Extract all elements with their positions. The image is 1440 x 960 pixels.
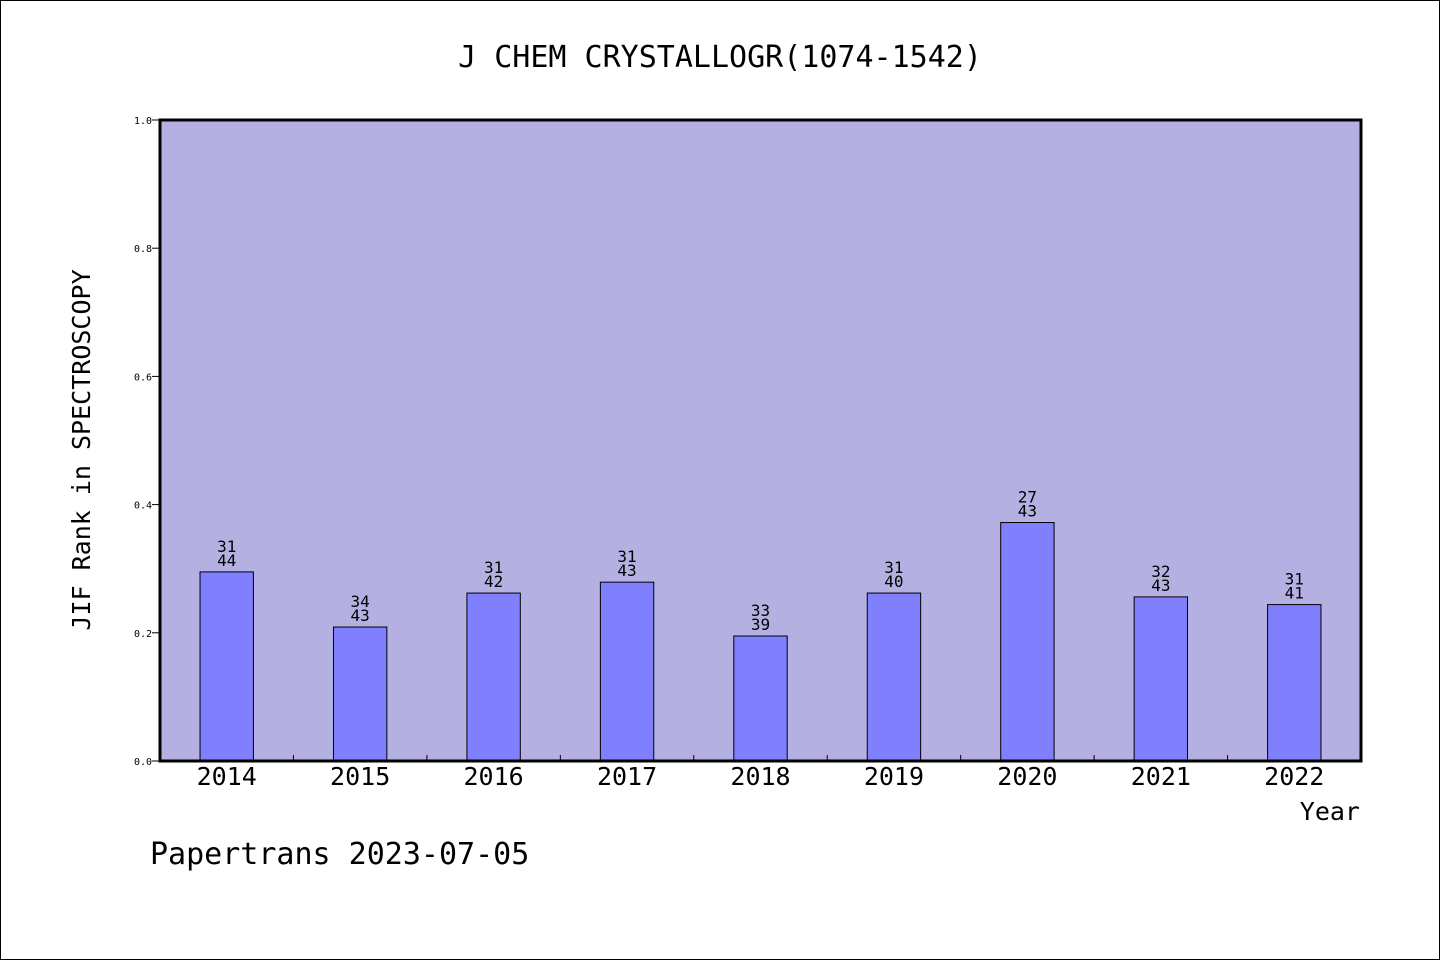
bar-rank-label: 34 (351, 592, 370, 611)
bar (1000, 522, 1055, 762)
bar-rank-label: 27 (1018, 488, 1037, 507)
bar-total-label: 44 (217, 551, 236, 570)
bar (866, 592, 922, 762)
bar (733, 635, 788, 762)
x-tick-label: 2021 (1131, 762, 1191, 791)
bar-total-label: 41 (1285, 584, 1304, 603)
bar (1267, 604, 1322, 762)
bar (466, 592, 521, 762)
x-tick-label: 2015 (330, 762, 390, 791)
bar-total-label: 39 (751, 615, 770, 634)
bar-rank-label: 31 (217, 537, 236, 556)
x-tick-labels: 2014 2015 2016 2017 2018 2019 2020 2021 2022 (197, 762, 1325, 791)
footer-credit: Papertrans 2023-07-05 (150, 837, 529, 872)
chart-title: J CHEM CRYSTALLOGR(1074-1542) (458, 40, 982, 75)
y-tick-label: 0.8 (134, 244, 152, 255)
bar (599, 581, 655, 762)
x-tick-label: 2017 (597, 762, 657, 791)
y-tick-label: 0.0 (134, 757, 152, 768)
bar-total-label: 43 (1018, 502, 1037, 521)
bar-total-label: 42 (484, 572, 503, 591)
x-tick-label: 2022 (1264, 762, 1324, 791)
bar-rank-label: 33 (751, 601, 770, 620)
y-tick-label: 0.2 (134, 629, 152, 640)
y-tick-label: 0.4 (134, 501, 152, 512)
bar-total-label: 43 (617, 561, 636, 580)
bar (199, 571, 254, 762)
x-tick-label: 2018 (730, 762, 790, 791)
y-axis-label: JIF Rank in SPECTROSCOPY (67, 269, 96, 630)
bar-rank-label: 31 (1285, 570, 1304, 589)
bar (1133, 596, 1189, 762)
bar-rank-label: 31 (884, 558, 903, 577)
bars-group (199, 522, 1322, 762)
x-tick-label: 2020 (997, 762, 1057, 791)
x-tick-label: 2016 (464, 762, 524, 791)
x-tick-label: 2014 (197, 762, 257, 791)
bar-rank-label: 31 (484, 558, 503, 577)
plot-border (158, 118, 1363, 763)
bar-total-label: 43 (351, 606, 370, 625)
bar (332, 626, 388, 762)
x-tick-label: 2019 (864, 762, 924, 791)
y-tick-label: 1.0 (134, 116, 152, 127)
bar-rank-label: 31 (617, 547, 636, 566)
bar-rank-label: 32 (1151, 562, 1170, 581)
bar-total-label: 43 (1151, 576, 1170, 595)
y-axis: 0.0 0.2 0.4 0.6 0.8 1.0 (134, 116, 160, 768)
x-axis-label: Year (1300, 797, 1360, 826)
bar-total-label: 40 (884, 572, 903, 591)
y-tick-label: 0.6 (134, 372, 152, 383)
